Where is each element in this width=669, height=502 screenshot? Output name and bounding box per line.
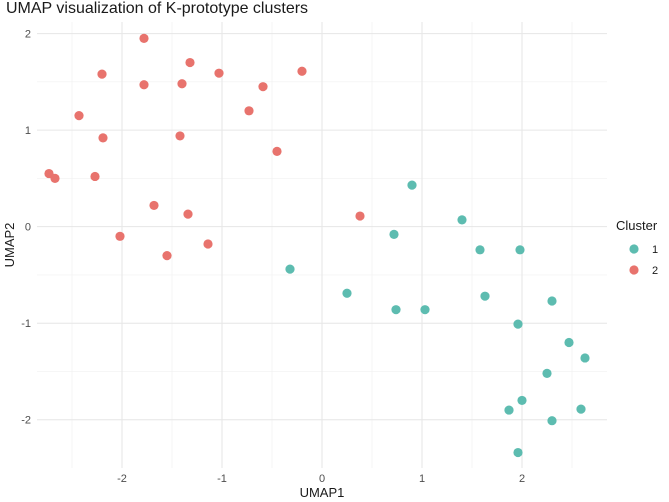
legend-key-cluster-1 [629,244,639,254]
y-tick-label: -1 [21,318,31,330]
cluster-2-point [162,251,172,261]
x-tick-label: 1 [419,473,425,485]
cluster-1-point [547,296,557,306]
cluster-1-point [475,245,485,255]
cluster-2-point [258,82,268,92]
legend-label-cluster-2: 2 [652,265,658,277]
data-points [44,33,590,458]
chart-title: UMAP visualization of K-prototype cluste… [6,0,309,17]
x-axis-tick-labels: -2 -1 0 1 2 [117,473,525,485]
legend-label-cluster-1: 1 [652,244,658,256]
cluster-1-point [564,337,574,348]
x-tick-label: 2 [519,473,525,485]
cluster-1-point [480,291,490,301]
cluster-2-point [149,200,159,211]
y-axis-tick-labels: -2 -1 0 1 2 [21,29,31,427]
cluster-1-point [513,447,523,458]
cluster-1-point [504,405,514,415]
cluster-1-point [285,264,295,274]
cluster-2-point [203,239,213,249]
y-tick-label: 0 [25,222,31,234]
cluster-2-point [272,146,282,156]
cluster-1-point [407,180,417,190]
cluster-2-point [50,173,60,183]
cluster-1-point [389,229,399,239]
y-axis-title: UMAP2 [2,223,17,268]
cluster-2-point [185,57,195,68]
cluster-1-point [457,215,467,225]
cluster-2-point [98,133,108,143]
cluster-1-point [517,395,527,406]
cluster-1-point [420,305,430,315]
legend-title: Cluster [616,218,658,233]
cluster-1-point [547,416,557,426]
cluster-2-point [183,209,193,219]
cluster-2-point [139,33,149,44]
x-tick-label: -1 [217,473,227,485]
cluster-1-point [515,245,525,255]
cluster-1-point [391,305,401,315]
cluster-2-point [90,171,100,182]
cluster-2-point [97,69,107,79]
x-tick-label: 0 [319,473,325,485]
cluster-2-point [297,66,307,76]
cluster-2-point [74,111,84,121]
cluster-2-point [177,79,187,89]
x-axis-title: UMAP1 [300,485,345,500]
cluster-2-point [214,68,224,78]
y-tick-label: 1 [25,125,31,137]
cluster-1-point [576,404,586,414]
x-tick-label: -2 [117,473,127,485]
cluster-1-point [580,353,590,363]
cluster-2-point [175,131,185,141]
legend-key-cluster-2 [629,265,639,275]
major-gridlines [37,22,607,468]
y-tick-label: -2 [21,415,31,427]
cluster-1-point [342,288,352,298]
cluster-2-point [355,211,365,221]
cluster-2-point [115,231,125,241]
cluster-1-point [513,319,523,329]
cluster-2-point [139,80,149,90]
y-tick-label: 2 [25,29,31,41]
cluster-1-point [542,368,552,378]
cluster-2-point [244,106,254,116]
legend: Cluster 1 2 [616,218,658,277]
